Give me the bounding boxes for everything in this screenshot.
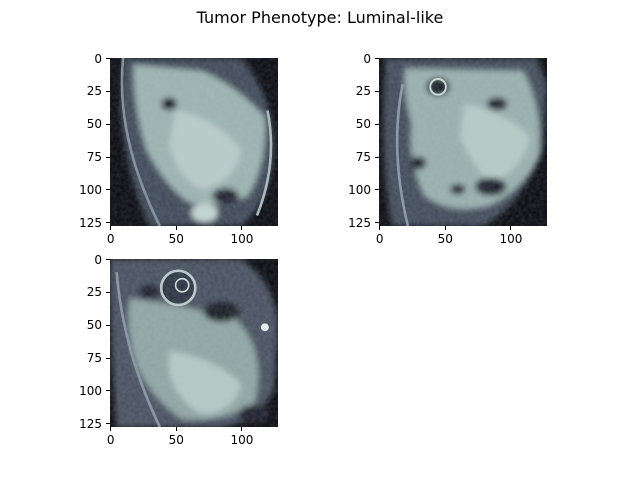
y-tick-label: 0 bbox=[94, 252, 102, 267]
mri-slice-image-1 bbox=[110, 58, 278, 226]
y-tick-mark bbox=[106, 291, 110, 293]
y-tick-label: 100 bbox=[348, 182, 371, 197]
x-tick-label: 0 bbox=[106, 232, 115, 246]
y-tick-label: 75 bbox=[86, 150, 102, 165]
x-tick-mark bbox=[175, 427, 177, 431]
y-tick-mark bbox=[106, 156, 110, 158]
y-tick-mark bbox=[375, 222, 379, 224]
y-tick-label: 0 bbox=[363, 51, 371, 66]
y-tick-mark bbox=[106, 58, 110, 60]
x-tick-mark bbox=[241, 427, 243, 431]
mri-slice-panel-2: 0 25 50 75 100 125 0 50 100 bbox=[348, 53, 547, 245]
y-tick-mark bbox=[375, 123, 379, 125]
y-tick-mark bbox=[106, 259, 110, 261]
y-tick-mark bbox=[375, 156, 379, 158]
y-tick-mark bbox=[375, 189, 379, 191]
mri-slice-panel-3: 0 25 50 75 100 125 0 50 100 bbox=[79, 254, 278, 446]
x-tick-label: 50 bbox=[168, 433, 184, 447]
x-tick-mark bbox=[444, 226, 446, 230]
y-tick-label: 0 bbox=[94, 51, 102, 66]
x-tick-mark bbox=[379, 226, 381, 230]
y-tick-label: 25 bbox=[86, 84, 102, 99]
x-tick-label: 50 bbox=[437, 232, 453, 246]
y-tick-mark bbox=[106, 423, 110, 425]
y-tick-mark bbox=[106, 390, 110, 392]
y-tick-label: 125 bbox=[79, 416, 102, 431]
x-tick-mark bbox=[241, 226, 243, 230]
y-tick-label: 100 bbox=[79, 182, 102, 197]
x-tick-label: 100 bbox=[230, 232, 254, 246]
y-tick-label: 75 bbox=[355, 150, 371, 165]
x-tick-label: 0 bbox=[375, 232, 384, 246]
mri-slice-image-2 bbox=[379, 58, 547, 226]
y-tick-label: 75 bbox=[86, 351, 102, 366]
y-tick-mark bbox=[106, 222, 110, 224]
x-tick-label: 100 bbox=[499, 232, 523, 246]
mri-slice-image-3 bbox=[110, 259, 278, 427]
y-tick-label: 100 bbox=[79, 383, 102, 398]
mri-slice-panel-1: 0 25 50 75 100 125 0 50 100 bbox=[79, 53, 278, 245]
x-tick-label: 100 bbox=[230, 433, 254, 447]
x-tick-label: 50 bbox=[168, 232, 184, 246]
y-tick-label: 50 bbox=[86, 318, 102, 333]
y-tick-mark bbox=[375, 58, 379, 60]
y-tick-label: 25 bbox=[86, 285, 102, 300]
y-tick-mark bbox=[106, 123, 110, 125]
x-tick-mark bbox=[110, 226, 112, 230]
x-tick-mark bbox=[175, 226, 177, 230]
x-tick-label: 0 bbox=[106, 433, 115, 447]
y-tick-mark bbox=[375, 90, 379, 92]
y-tick-label: 125 bbox=[79, 215, 102, 230]
y-tick-mark bbox=[106, 90, 110, 92]
x-tick-mark bbox=[110, 427, 112, 431]
y-tick-label: 50 bbox=[355, 117, 371, 132]
figure-title: Tumor Phenotype: Luminal-like bbox=[196, 8, 444, 27]
y-tick-label: 125 bbox=[348, 215, 371, 230]
y-tick-mark bbox=[106, 357, 110, 359]
y-tick-label: 25 bbox=[355, 84, 371, 99]
y-tick-mark bbox=[106, 189, 110, 191]
x-tick-mark bbox=[510, 226, 512, 230]
y-tick-label: 50 bbox=[86, 117, 102, 132]
y-tick-mark bbox=[106, 324, 110, 326]
